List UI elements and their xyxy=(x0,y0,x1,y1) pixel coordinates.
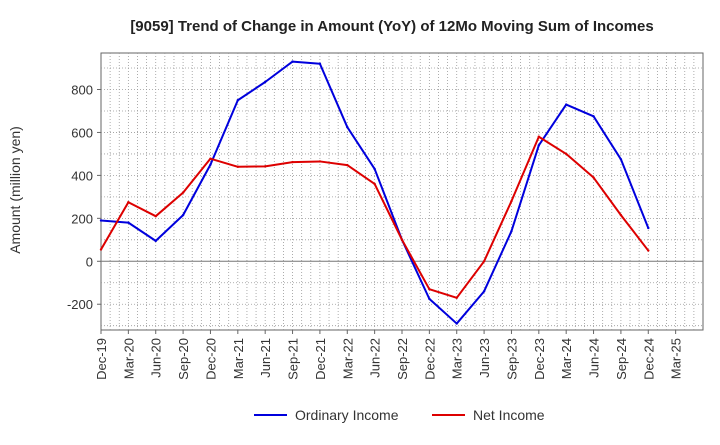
data-point xyxy=(428,297,431,301)
y-tick-label: 600 xyxy=(71,125,93,140)
x-tick-label: Jun-24 xyxy=(587,338,602,378)
data-point xyxy=(99,248,103,251)
y-tick-label: 400 xyxy=(71,168,93,183)
y-axis-label: Amount (million yen) xyxy=(7,126,23,254)
x-tick-label: Sep-20 xyxy=(176,338,191,380)
data-point xyxy=(510,230,513,233)
data-point xyxy=(263,165,267,168)
data-point xyxy=(236,165,240,169)
data-point xyxy=(537,144,541,147)
data-point xyxy=(127,221,130,224)
data-point xyxy=(291,60,294,63)
x-tick-label: Jun-21 xyxy=(258,338,273,378)
data-point xyxy=(592,176,595,179)
x-tick-label: Mar-22 xyxy=(340,338,355,379)
x-tick-label: Sep-21 xyxy=(286,338,301,380)
x-tick-label: Jun-20 xyxy=(149,338,164,378)
legend-label: Ordinary Income xyxy=(295,407,399,423)
data-point xyxy=(346,163,349,167)
data-point xyxy=(373,182,376,186)
data-point xyxy=(181,213,185,217)
data-point xyxy=(455,296,458,299)
y-tick-label: 0 xyxy=(86,254,93,269)
data-point xyxy=(592,115,595,118)
legend-label: Net Income xyxy=(473,407,545,423)
y-tick-label: 800 xyxy=(71,83,93,98)
x-tick-label: Mar-23 xyxy=(450,338,465,379)
data-point xyxy=(619,213,623,217)
series-layer xyxy=(99,60,650,325)
x-tick-label: Mar-20 xyxy=(121,338,136,379)
x-tick-label: Dec-23 xyxy=(532,338,547,380)
data-point xyxy=(428,288,431,291)
data-point xyxy=(564,152,568,156)
x-tick-label: Mar-24 xyxy=(559,338,574,379)
data-point xyxy=(455,322,458,325)
data-point xyxy=(510,199,513,203)
data-point xyxy=(154,239,157,243)
x-tick-label: Mar-25 xyxy=(669,338,684,379)
x-tick-label: Jun-23 xyxy=(477,338,492,378)
data-point xyxy=(346,125,349,129)
x-tick-label: Jun-22 xyxy=(368,338,383,378)
y-tick-label: -200 xyxy=(67,297,93,312)
y-tick-label: 200 xyxy=(71,211,93,226)
data-point xyxy=(318,160,322,163)
data-point xyxy=(127,201,130,204)
x-tick-label: Dec-24 xyxy=(641,338,656,380)
data-point xyxy=(537,135,541,138)
data-point xyxy=(181,191,185,194)
data-point xyxy=(482,290,486,293)
data-point xyxy=(291,160,294,164)
data-point xyxy=(154,214,157,218)
data-point xyxy=(564,103,568,106)
data-point xyxy=(373,167,376,171)
x-tick-label: Dec-21 xyxy=(313,338,328,380)
data-point xyxy=(482,260,486,263)
x-tick-label: Mar-21 xyxy=(231,338,246,379)
axes-layer: -200 0 200 400 600 800 Dec-19 Mar-20 Jun-20 Sep-2… xyxy=(67,83,684,380)
data-point xyxy=(647,226,650,230)
x-tick-label: Dec-19 xyxy=(94,338,109,380)
data-point xyxy=(619,158,623,161)
data-point xyxy=(209,163,212,166)
x-tick-label: Dec-20 xyxy=(203,338,218,380)
data-point xyxy=(647,249,650,252)
data-point xyxy=(400,238,404,242)
x-tick-label: Sep-22 xyxy=(395,338,410,380)
chart-title: [9059] Trend of Change in Amount (YoY) o… xyxy=(130,18,653,35)
data-point xyxy=(236,99,240,102)
data-point xyxy=(209,157,212,160)
grid-layer xyxy=(100,52,704,331)
x-tick-label: Sep-24 xyxy=(614,338,629,380)
data-point xyxy=(318,62,322,65)
x-tick-label: Dec-22 xyxy=(422,338,437,380)
legend: Ordinary Income Net Income xyxy=(254,407,545,423)
x-tick-label: Sep-23 xyxy=(504,338,519,380)
data-point xyxy=(263,80,267,84)
data-point xyxy=(99,219,103,222)
